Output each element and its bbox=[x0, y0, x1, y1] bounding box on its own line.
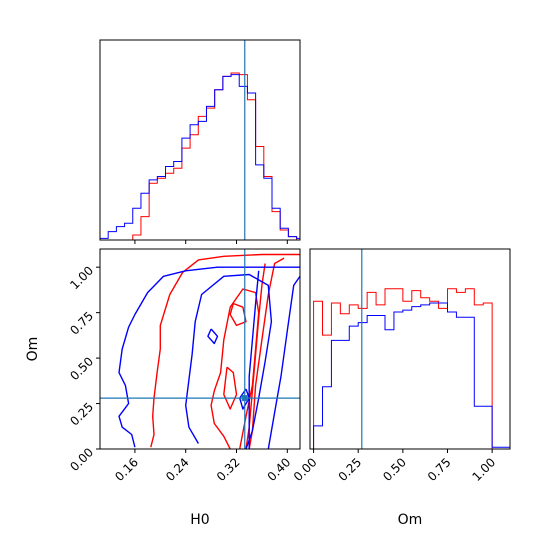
om-histogram-red-series bbox=[313, 288, 510, 449]
contour-red-3 bbox=[223, 366, 238, 410]
contour-red-4 bbox=[229, 302, 247, 327]
om-histogram-x-tick-label-3: 0.75 bbox=[425, 455, 454, 484]
y-axis-label-om: Om bbox=[25, 337, 41, 362]
contour-y-tick-label-0: 0.00 bbox=[67, 445, 96, 474]
om-histogram-panel: 0.00 0.25 0.50 0.75 1.00 Om bbox=[291, 248, 511, 528]
contour-y-tick-label-1: 0.25 bbox=[67, 400, 96, 429]
contour-blue-1 bbox=[267, 275, 300, 449]
om-histogram-x-tick-label-4: 1.00 bbox=[469, 455, 498, 484]
om-histogram-frame bbox=[309, 248, 511, 450]
contour-x-tick-label-3: 0.40 bbox=[265, 455, 294, 484]
contour-y-tick-label-3: 0.75 bbox=[67, 309, 96, 338]
contour-blue-0 bbox=[118, 266, 300, 448]
h0-histogram-panel bbox=[99, 39, 301, 244]
contour-y-tick-label-4: 1.00 bbox=[67, 263, 96, 292]
contour-x-tick-label-0: 0.16 bbox=[112, 455, 141, 484]
contour-red-2 bbox=[210, 288, 260, 449]
h0-histogram-red-series bbox=[100, 72, 300, 240]
contour-truth-marker bbox=[241, 395, 248, 402]
om-histogram-x-tick-label-1: 0.25 bbox=[336, 455, 365, 484]
h0-om-contour-panel: 0.16 0.24 0.32 0.400.000.250.500.751.00 H0 … bbox=[25, 248, 301, 528]
om-histogram-x-tick-label-0: 0.00 bbox=[291, 455, 320, 484]
contour-blue-5 bbox=[248, 270, 260, 449]
x-axis-label-om: Om bbox=[398, 512, 423, 528]
h0-histogram-frame bbox=[99, 39, 301, 241]
contour-blue-4 bbox=[238, 388, 250, 410]
contour-blue-2 bbox=[184, 273, 273, 449]
contour-x-tick-label-1: 0.24 bbox=[163, 455, 192, 484]
contour-y-tick-label-2: 0.50 bbox=[67, 354, 96, 383]
om-histogram-x-tick-label-2: 0.50 bbox=[380, 455, 409, 484]
om-histogram-blue-series bbox=[313, 302, 510, 449]
contour-blue-3 bbox=[207, 328, 219, 345]
h0-om-contour-frame bbox=[99, 248, 301, 450]
x-axis-label-h0: H0 bbox=[190, 512, 209, 528]
contour-red-0 bbox=[150, 253, 300, 448]
contour-x-tick-label-2: 0.32 bbox=[214, 455, 243, 484]
h0-histogram-blue-series bbox=[100, 74, 300, 240]
